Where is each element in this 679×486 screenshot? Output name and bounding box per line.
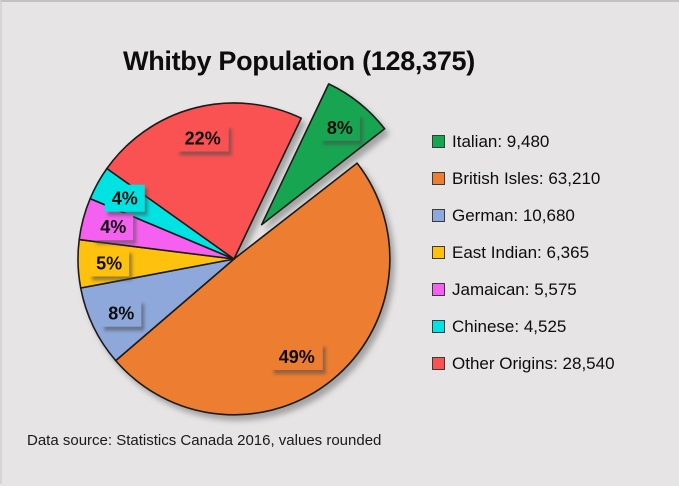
pct-label-box	[89, 249, 130, 277]
pie-percent-labels: 8% 49% 8% 5% 4% 4% 22%	[89, 113, 360, 370]
pct-label-chinese: 4%	[104, 184, 145, 212]
pct-label-box	[319, 113, 360, 141]
pct-label-other-origins: 22%	[176, 124, 229, 152]
legend-item-jamaican: Jamaican: 5,575	[432, 279, 615, 300]
pct-label-text: 4%	[112, 189, 138, 209]
legend-item-chinese: Chinese: 4,525	[432, 316, 615, 337]
legend-label: German: 10,680	[452, 205, 575, 225]
pct-label-text: 4%	[100, 217, 126, 237]
legend-label: British Isles: 63,210	[452, 168, 601, 188]
legend-label: Other Origins: 28,540	[452, 353, 615, 373]
chart-title: Whitby Population (128,375)	[123, 46, 475, 76]
legend-color-swatch	[432, 246, 445, 259]
pct-label-italian: 8%	[319, 113, 360, 141]
legend-label: Chinese: 4,525	[452, 316, 567, 336]
pct-label-german: 8%	[101, 299, 142, 327]
legend-item-other-origins: Other Origins: 28,540	[432, 353, 615, 374]
legend-color-swatch	[432, 172, 445, 185]
pct-label-box	[270, 343, 323, 370]
pie-slice-other-origins	[106, 102, 302, 260]
legend-item-italian: Italian: 9,480	[432, 131, 615, 152]
source-note: Data source: Statistics Canada 2016, val…	[27, 432, 382, 449]
pct-label-box	[104, 184, 145, 212]
pct-label-text: 49%	[279, 347, 315, 367]
legend-color-swatch	[432, 209, 445, 222]
legend-item-german: German: 10,680	[432, 205, 615, 226]
pct-label-box	[176, 124, 229, 152]
pct-label-text: 8%	[108, 304, 134, 324]
pct-label-jamaican: 4%	[93, 213, 134, 241]
pct-label-text: 5%	[96, 253, 122, 273]
pct-label-east-indian: 5%	[89, 249, 130, 277]
pct-label-box	[101, 299, 142, 327]
legend-label: East Indian: 6,365	[452, 242, 590, 262]
legend-label: Italian: 9,480	[452, 131, 550, 151]
pct-label-box	[93, 213, 134, 241]
legend-item-british-isles: British Isles: 63,210	[432, 168, 615, 189]
legend-color-swatch	[432, 283, 445, 296]
legend-item-east-indian: East Indian: 6,365	[432, 242, 615, 263]
legend-color-swatch	[432, 357, 445, 370]
legend-color-swatch	[432, 320, 445, 333]
pct-label-text: 22%	[185, 129, 221, 149]
pct-label-british-isles: 49%	[270, 343, 323, 370]
legend-color-swatch	[432, 135, 445, 148]
pct-label-text: 8%	[327, 118, 353, 138]
legend: Italian: 9,480 British Isles: 63,210 Germa…	[432, 131, 615, 390]
legend-label: Jamaican: 5,575	[452, 279, 577, 299]
